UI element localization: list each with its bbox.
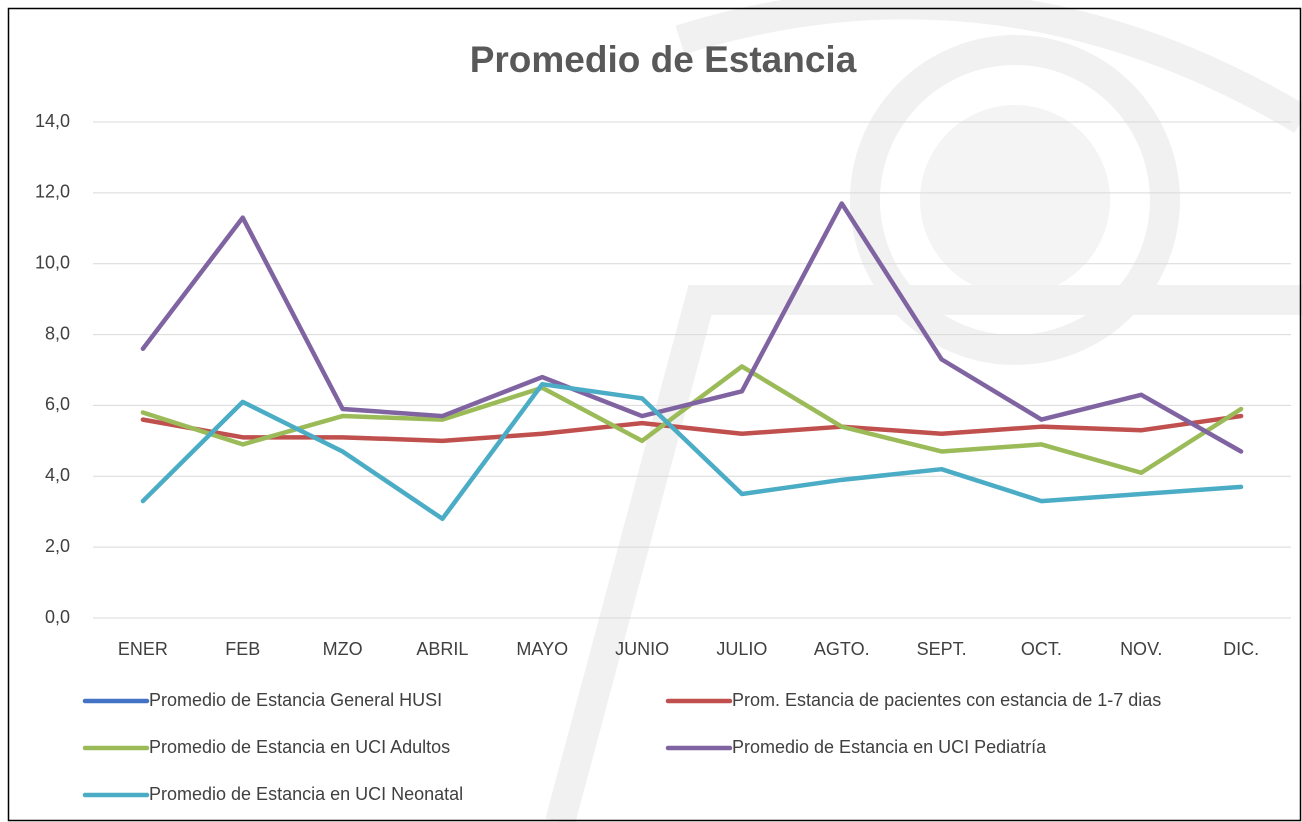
y-tick-label: 6,0 (45, 394, 70, 414)
y-tick-label: 8,0 (45, 323, 70, 343)
series-line (140, 381, 1244, 522)
frame (7, 7, 1302, 822)
x-tick-label: JULIO (716, 639, 767, 659)
x-tick-label: DIC. (1223, 639, 1259, 659)
chart-title: Promedio de Estancia (470, 39, 857, 80)
legend-label: Prom. Estancia de pacientes con estancia… (732, 690, 1161, 710)
series-line (140, 201, 1244, 454)
x-tick-label: ENER (118, 639, 168, 659)
x-tick-label: SEPT. (917, 639, 967, 659)
x-tick-label: FEB (225, 639, 260, 659)
y-tick-label: 14,0 (35, 111, 70, 131)
x-tick-label: OCT. (1021, 639, 1062, 659)
x-tick-label: MZO (323, 639, 363, 659)
legend-label: Promedio de Estancia General HUSI (149, 690, 442, 710)
x-tick-label: MAYO (516, 639, 568, 659)
legend-label: Promedio de Estancia en UCI Adultos (149, 737, 450, 757)
legend-label: Promedio de Estancia en UCI Pediatría (732, 737, 1047, 757)
y-tick-label: 12,0 (35, 182, 70, 202)
x-tick-label: ABRIL (416, 639, 468, 659)
x-tick-label: AGTO. (814, 639, 870, 659)
y-tick-label: 10,0 (35, 252, 70, 272)
watermark (545, 0, 1302, 822)
x-tick-label: NOV. (1120, 639, 1162, 659)
y-tick-label: 4,0 (45, 465, 70, 485)
x-tick-label: JUNIO (615, 639, 669, 659)
legend-label: Promedio de Estancia en UCI Neonatal (149, 784, 463, 804)
y-tick-label: 2,0 (45, 536, 70, 556)
series-line (140, 413, 1244, 444)
y-tick-label: 0,0 (45, 607, 70, 627)
